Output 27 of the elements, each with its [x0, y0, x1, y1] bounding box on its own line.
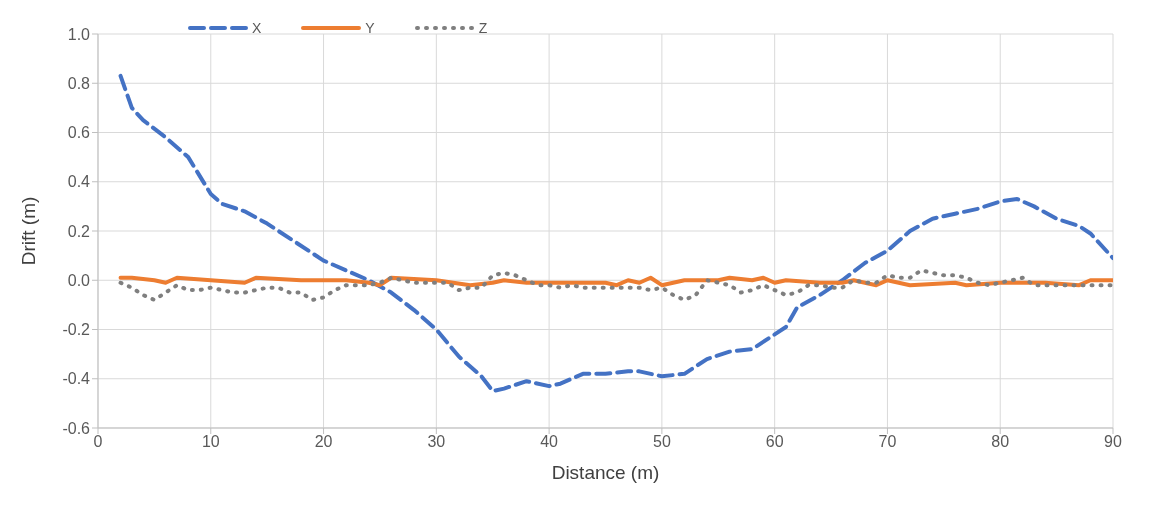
y-tick-label: 0.2: [67, 222, 91, 240]
y-tick-label: -0.4: [62, 370, 91, 388]
x-tick-label: 40: [540, 433, 559, 451]
x-tick-label: 0: [93, 433, 103, 451]
x-tick-label: 50: [652, 433, 671, 451]
y-tick-label: 0.8: [67, 74, 91, 92]
x-tick-label: 10: [201, 433, 220, 451]
x-tick-label: 20: [314, 433, 333, 451]
legend-label: Z: [478, 20, 488, 36]
y-axis-title: Drift (m): [17, 196, 39, 266]
line-series: [118, 275, 1113, 288]
x-tick-label: 30: [427, 433, 446, 451]
x-tick-label: 60: [765, 433, 784, 451]
legend-label: X: [252, 20, 262, 36]
y-tick-label: 0.0: [67, 271, 91, 289]
y-tick-label: -0.2: [62, 321, 91, 339]
y-tick-label: 0.4: [67, 173, 91, 191]
x-tick-label: 80: [991, 433, 1010, 451]
y-tick-label: -0.6: [62, 419, 91, 437]
y-tick-label: 0.6: [67, 124, 91, 142]
x-tick-label: 70: [878, 433, 897, 451]
y-tick-label: 1.0: [67, 25, 91, 43]
line-series: [118, 73, 1113, 394]
x-axis-title: Distance (m): [551, 462, 660, 483]
x-tick-label: 90: [1104, 433, 1122, 451]
line-series: [118, 268, 1113, 302]
legend-label: Y: [365, 20, 375, 36]
